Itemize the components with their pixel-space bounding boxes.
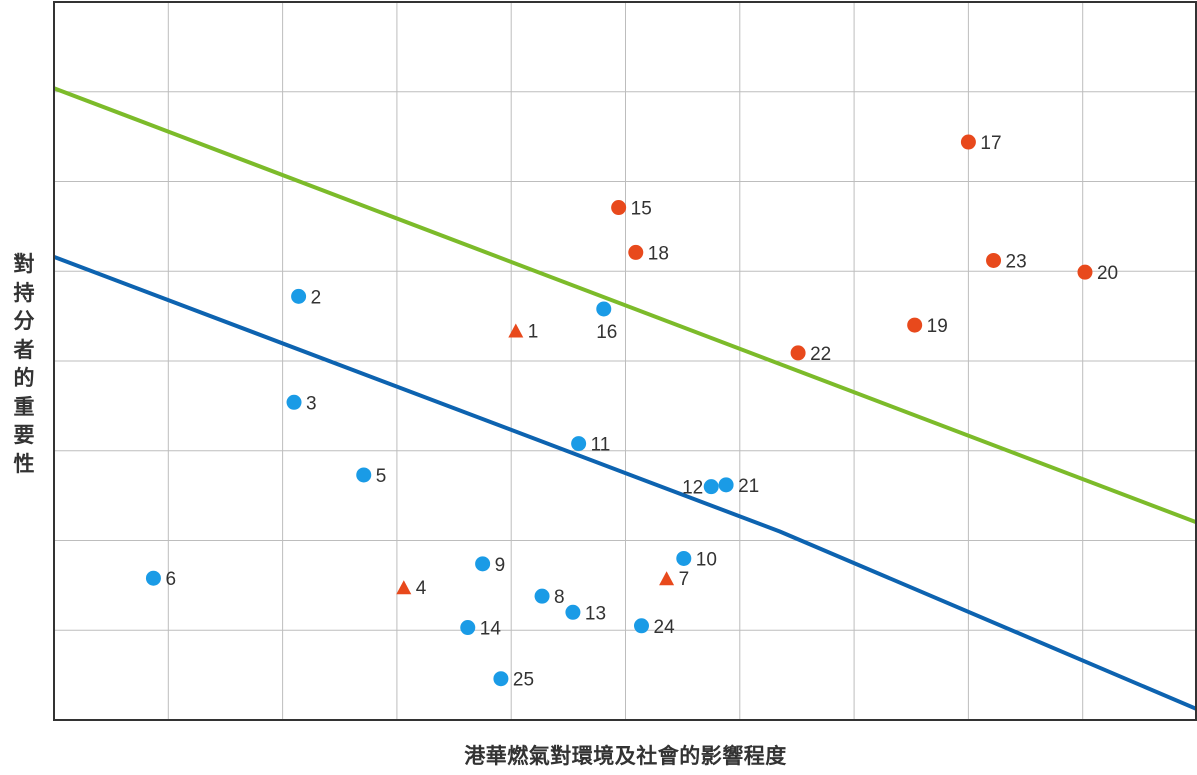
point-label-16: 16 bbox=[596, 322, 617, 343]
grid-lines bbox=[54, 2, 1197, 720]
data-point-14 bbox=[460, 620, 476, 636]
data-point-8 bbox=[534, 588, 550, 604]
data-point-23 bbox=[986, 252, 1002, 268]
data-point-21 bbox=[718, 477, 734, 493]
data-point-7 bbox=[659, 571, 675, 586]
data-point-2 bbox=[291, 288, 307, 304]
data-point-24 bbox=[634, 618, 650, 634]
point-label-24: 24 bbox=[654, 617, 676, 638]
data-point-13 bbox=[565, 604, 581, 620]
point-label-15: 15 bbox=[631, 199, 652, 220]
data-point-22 bbox=[790, 345, 806, 361]
point-label-17: 17 bbox=[980, 133, 1001, 154]
plot-frame bbox=[53, 1, 1197, 721]
point-label-9: 9 bbox=[495, 555, 506, 576]
point-label-4: 4 bbox=[416, 578, 427, 599]
point-label-3: 3 bbox=[306, 393, 317, 414]
y-axis-label: 對持分者的重要性 bbox=[13, 252, 35, 476]
data-point-9 bbox=[475, 556, 491, 572]
data-point-20 bbox=[1077, 264, 1093, 280]
point-label-20: 20 bbox=[1097, 263, 1118, 284]
point-label-2: 2 bbox=[311, 287, 322, 308]
data-point-18 bbox=[628, 244, 644, 260]
point-label-11: 11 bbox=[591, 435, 611, 456]
threshold-line-1 bbox=[53, 86, 1197, 525]
point-label-14: 14 bbox=[480, 619, 502, 640]
data-point-17 bbox=[960, 134, 976, 150]
data-point-12 bbox=[703, 479, 719, 495]
point-label-10: 10 bbox=[696, 549, 717, 570]
data-point-19 bbox=[907, 317, 923, 333]
data-point-5 bbox=[356, 467, 372, 483]
data-point-6 bbox=[145, 570, 161, 586]
data-point-15 bbox=[611, 200, 627, 216]
data-points bbox=[145, 134, 1093, 687]
point-label-22: 22 bbox=[810, 344, 831, 365]
data-point-1 bbox=[508, 323, 524, 338]
point-label-12: 12 bbox=[682, 478, 703, 499]
point-label-18: 18 bbox=[648, 243, 669, 264]
data-point-11 bbox=[571, 436, 587, 452]
threshold-line-2 bbox=[53, 255, 1197, 712]
data-point-4 bbox=[396, 580, 412, 595]
x-axis-label: 港華燃氣對環境及社會的影響程度 bbox=[464, 744, 787, 768]
threshold-lines bbox=[53, 86, 1197, 712]
point-label-19: 19 bbox=[927, 316, 948, 337]
point-label-6: 6 bbox=[165, 569, 176, 590]
point-label-7: 7 bbox=[679, 569, 690, 590]
point-label-1: 1 bbox=[528, 321, 539, 342]
point-label-21: 21 bbox=[738, 476, 759, 497]
data-point-3 bbox=[286, 394, 302, 410]
point-label-8: 8 bbox=[554, 587, 565, 608]
data-point-10 bbox=[676, 550, 692, 566]
point-label-25: 25 bbox=[513, 670, 534, 691]
data-point-25 bbox=[493, 671, 509, 687]
data-point-16 bbox=[596, 301, 612, 317]
point-label-13: 13 bbox=[585, 603, 606, 624]
point-label-23: 23 bbox=[1006, 251, 1027, 272]
point-label-5: 5 bbox=[376, 466, 387, 487]
